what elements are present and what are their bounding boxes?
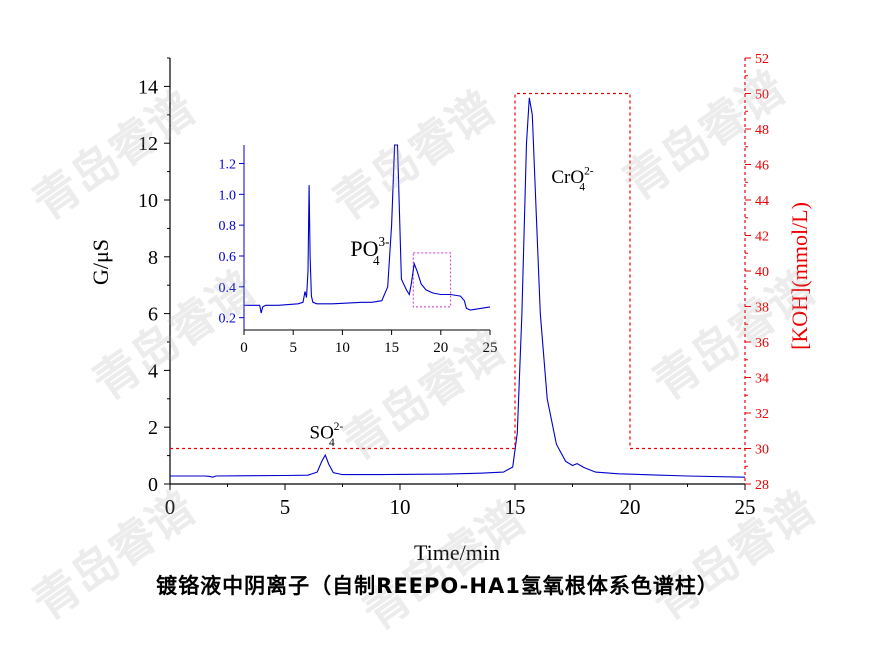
y2-tick-label: 50 xyxy=(755,88,769,103)
y2-tick-label: 52 xyxy=(755,52,769,67)
inset-y-tick-label: 1.0 xyxy=(219,188,237,203)
x-tick-label: 10 xyxy=(390,495,411,519)
inset-x-tick-label: 20 xyxy=(433,340,448,356)
x-tick-label: 0 xyxy=(165,495,176,519)
y-tick-label: 12 xyxy=(138,133,158,155)
y2-tick-label: 34 xyxy=(755,372,769,387)
y2-tick-label: 48 xyxy=(755,123,769,138)
y-tick-label: 6 xyxy=(148,304,158,326)
y2-tick-label: 36 xyxy=(755,336,769,351)
main-series-group: SO2-4 CrO2-4 xyxy=(170,92,746,478)
y-tick-label: 2 xyxy=(148,417,158,439)
y2-tick-label: 46 xyxy=(755,159,769,174)
koh-gradient-line xyxy=(170,92,745,450)
phosphate-highlight-box xyxy=(412,252,452,308)
chromate-peak-label: CrO2-4 xyxy=(551,165,593,193)
inset-y-tick-label: 1.2 xyxy=(219,158,237,173)
axis-titles: Time/min G/μS [KOH](mmol/L) xyxy=(88,202,812,565)
inset-y-tick-label: 0.8 xyxy=(219,219,237,234)
inset-conductivity-trace xyxy=(244,144,491,314)
inset-chart: 0 5 10 15 20 25 0.2 0.4 0.6 0.8 1.0 1.2 PO3-4 xyxy=(219,144,498,356)
y2-tick-label: 28 xyxy=(755,478,769,493)
inset-y-tick-label: 0.2 xyxy=(219,312,237,327)
inset-x-tick-label: 5 xyxy=(289,340,297,356)
y2-tick-label: 42 xyxy=(755,230,769,245)
y2-tick-label: 40 xyxy=(755,265,769,280)
y2-tick-label: 32 xyxy=(755,407,769,422)
inset-y-tick-label: 0.4 xyxy=(219,281,237,296)
inset-x-tick-label: 0 xyxy=(240,340,248,356)
x-tick-label: 15 xyxy=(505,495,526,519)
sulfate-peak-label: SO2-4 xyxy=(310,421,344,449)
x-tick-label: 25 xyxy=(735,495,756,519)
main-axes: 0 5 10 15 20 25024681012142830323436384042444… xyxy=(138,52,769,519)
inset-x-tick-label: 25 xyxy=(483,340,498,356)
y2-tick-label: 30 xyxy=(755,443,769,458)
x-tick-label: 5 xyxy=(280,495,291,519)
y-axis-title: G/μS xyxy=(88,239,113,285)
phosphate-peak-label: PO3-4 xyxy=(350,234,389,268)
y2-axis-title: [KOH](mmol/L) xyxy=(787,202,812,350)
y-tick-label: 10 xyxy=(138,190,158,212)
y-tick-label: 4 xyxy=(148,360,158,382)
y2-tick-label: 38 xyxy=(755,301,769,316)
x-tick-label: 20 xyxy=(620,495,641,519)
y2-tick-label: 44 xyxy=(755,194,769,209)
inset-x-tick-label: 10 xyxy=(335,340,350,356)
inset-x-tick-label: 15 xyxy=(384,340,399,356)
x-axis-title: Time/min xyxy=(414,540,500,565)
y-tick-label: 0 xyxy=(148,474,158,496)
figure-caption: 镀铬液中阴离子（自制REEPO-HA1氢氧根体系色谱柱） xyxy=(156,574,719,598)
y-tick-label: 14 xyxy=(138,76,158,98)
inset-y-tick-label: 0.6 xyxy=(219,250,237,265)
conductivity-trace xyxy=(170,97,746,478)
y-tick-label: 8 xyxy=(148,247,158,269)
